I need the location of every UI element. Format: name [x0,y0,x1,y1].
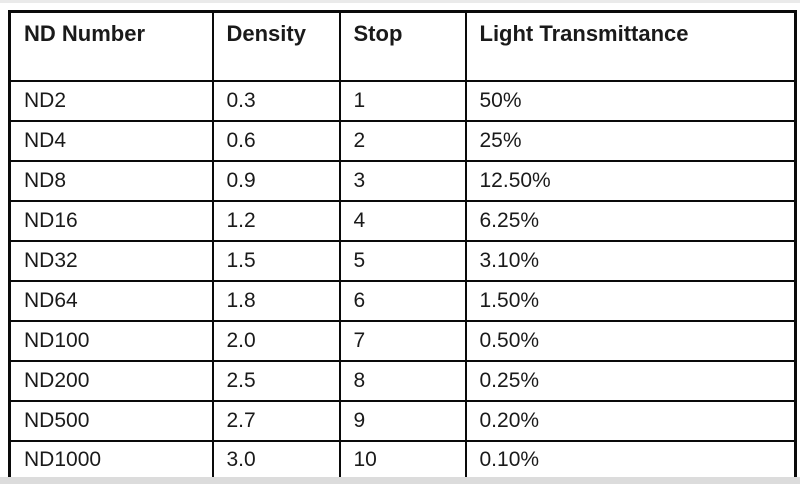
header-row: ND Number Density Stop Light Transmittan… [8,10,797,82]
cell-transmittance: 1.50% [464,279,797,322]
cell-stop: 10 [338,439,467,482]
column-header-density: Density [211,10,341,82]
table-row: ND32 1.5 5 3.10% [8,239,797,282]
cell-density: 1.5 [211,239,341,282]
table-row: ND100 2.0 7 0.50% [8,319,797,362]
column-header-stop: Stop [338,10,467,82]
cell-transmittance: 0.10% [464,439,797,482]
cell-transmittance: 0.20% [464,399,797,442]
cell-stop: 4 [338,199,467,242]
cell-transmittance: 50% [464,79,797,122]
table-row: ND4 0.6 2 25% [8,119,797,162]
cell-stop: 3 [338,159,467,202]
cell-density: 2.0 [211,319,341,362]
cell-stop: 1 [338,79,467,122]
cell-stop: 2 [338,119,467,162]
cell-stop: 5 [338,239,467,282]
cell-transmittance: 25% [464,119,797,162]
cell-density: 3.0 [211,439,341,482]
cell-nd-number: ND100 [8,319,214,362]
cell-density: 0.9 [211,159,341,202]
page-top-edge [0,0,800,3]
cell-transmittance: 3.10% [464,239,797,282]
column-header-light-transmittance: Light Transmittance [464,10,797,82]
cell-density: 2.5 [211,359,341,402]
cell-stop: 9 [338,399,467,442]
cell-density: 1.2 [211,199,341,242]
cell-stop: 6 [338,279,467,322]
cell-transmittance: 0.25% [464,359,797,402]
cell-nd-number: ND64 [8,279,214,322]
cell-density: 0.3 [211,79,341,122]
cell-density: 1.8 [211,279,341,322]
table-row: ND200 2.5 8 0.25% [8,359,797,402]
table-row: ND2 0.3 1 50% [8,79,797,122]
table-row: ND8 0.9 3 12.50% [8,159,797,202]
cell-density: 2.7 [211,399,341,442]
cell-transmittance: 0.50% [464,319,797,362]
table-row: ND64 1.8 6 1.50% [8,279,797,322]
table-row: ND500 2.7 9 0.20% [8,399,797,442]
cell-transmittance: 6.25% [464,199,797,242]
page-bottom-edge [0,477,800,484]
column-header-nd-number: ND Number [8,10,214,82]
cell-nd-number: ND32 [8,239,214,282]
cell-stop: 8 [338,359,467,402]
cell-stop: 7 [338,319,467,362]
cell-nd-number: ND500 [8,399,214,442]
table-row: ND16 1.2 4 6.25% [8,199,797,242]
table-row: ND1000 3.0 10 0.10% [8,439,797,482]
cell-nd-number: ND8 [8,159,214,202]
cell-transmittance: 12.50% [464,159,797,202]
cell-nd-number: ND4 [8,119,214,162]
cell-density: 0.6 [211,119,341,162]
cell-nd-number: ND2 [8,79,214,122]
nd-filter-table: ND Number Density Stop Light Transmittan… [8,10,797,482]
cell-nd-number: ND200 [8,359,214,402]
cell-nd-number: ND1000 [8,439,214,482]
cell-nd-number: ND16 [8,199,214,242]
